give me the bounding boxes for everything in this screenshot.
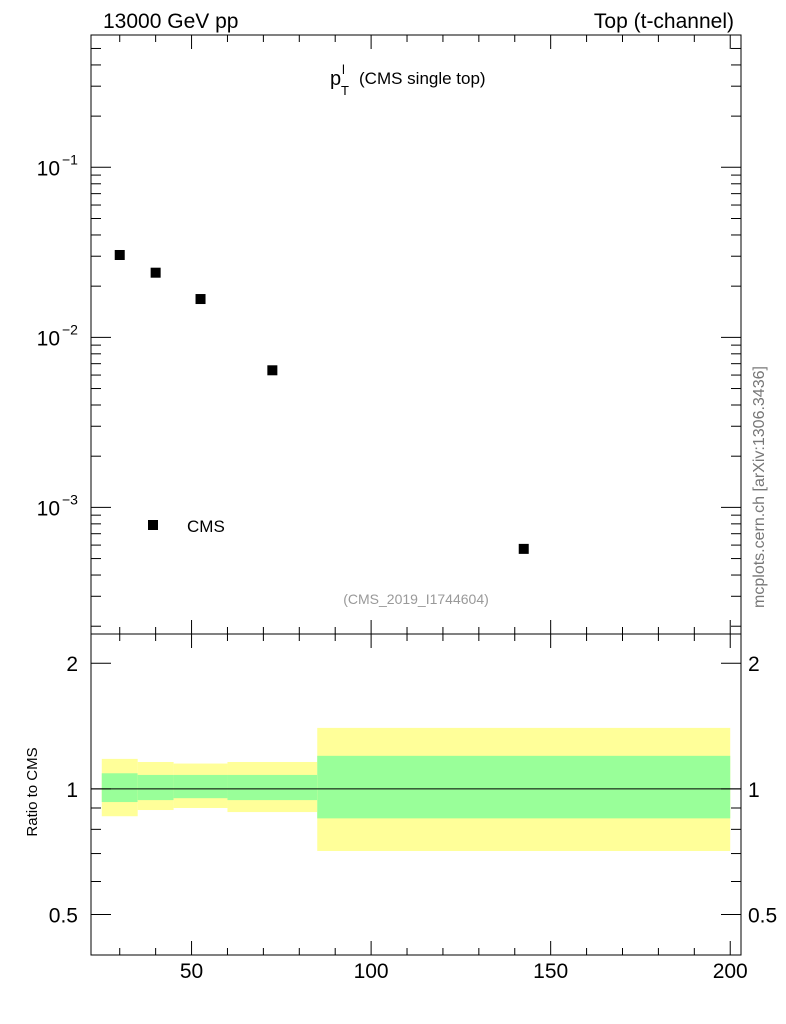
main-plot-panel: 10−110−210−3 p l T (CMS single top) (CMS… [37,34,742,635]
header-right-label: Top (t-channel) [594,10,734,33]
legend-marker-cms [148,520,158,530]
analysis-id-label: (CMS_2019_I1744604) [343,591,489,607]
ratio-bands [101,727,731,851]
main-plot-frame [90,34,742,635]
ratio-band-inner [137,774,174,801]
ratio-x-tick-label: 150 [533,960,568,983]
watermark-label: mcplots.cern.ch [arXiv:1306.3436] [751,366,768,608]
main-y-tick-label: 10 [37,497,60,520]
main-plot-points [114,249,529,554]
plot-title-main: p [330,68,341,90]
ratio-y-axis-label: Ratio to CMS [24,747,41,836]
ratio-x-tick-label: 200 [713,960,748,983]
ratio-band-inner [227,774,318,801]
ratio-y-tick-label-left: 2 [66,653,78,676]
main-y-tick-exponent: −3 [62,491,78,507]
plot-title-subscript: T [341,83,349,98]
main-y-tick-label: 10 [37,157,60,180]
header-left-label: 13000 GeV pp [103,10,238,33]
data-point [114,249,125,260]
ratio-band-inner [317,755,731,819]
ratio-y-tick-label-left: 1 [66,779,78,802]
main-y-tick-exponent: −2 [62,321,78,337]
main-y-tick-label: 10 [37,327,60,350]
data-point [150,267,161,278]
ratio-x-tick-label: 100 [354,960,389,983]
ratio-y-tick-label-left: 0.5 [49,905,78,928]
ratio-plot-ticks [91,634,741,956]
data-point [518,543,529,554]
legend-label-cms: CMS [187,517,225,536]
ratio-plot-tick-labels: 0.5 0.5 1 1 2 2 50 100 150 200 [49,653,777,983]
ratio-plot-frame [90,633,742,956]
ratio-plot-panel: 0.5 0.5 1 1 2 2 50 100 150 200 Ratio to CMS [24,633,777,983]
ratio-band-inner [173,774,228,799]
data-point [195,294,206,305]
main-plot-ticks [91,35,741,634]
ratio-y-tick-label-right: 2 [748,653,760,676]
ratio-band-inner [101,773,138,803]
ratio-y-tick-label-right: 1 [748,779,760,802]
plot-title-rest: (CMS single top) [359,69,486,88]
main-y-tick-exponent: −1 [62,151,78,167]
ratio-x-tick-label: 50 [180,960,203,983]
data-point [267,365,278,376]
main-plot-y-tick-labels: 10−110−210−3 [37,151,79,520]
ratio-y-tick-label-right: 0.5 [748,905,777,928]
plot-title-superscript: l [342,62,345,77]
